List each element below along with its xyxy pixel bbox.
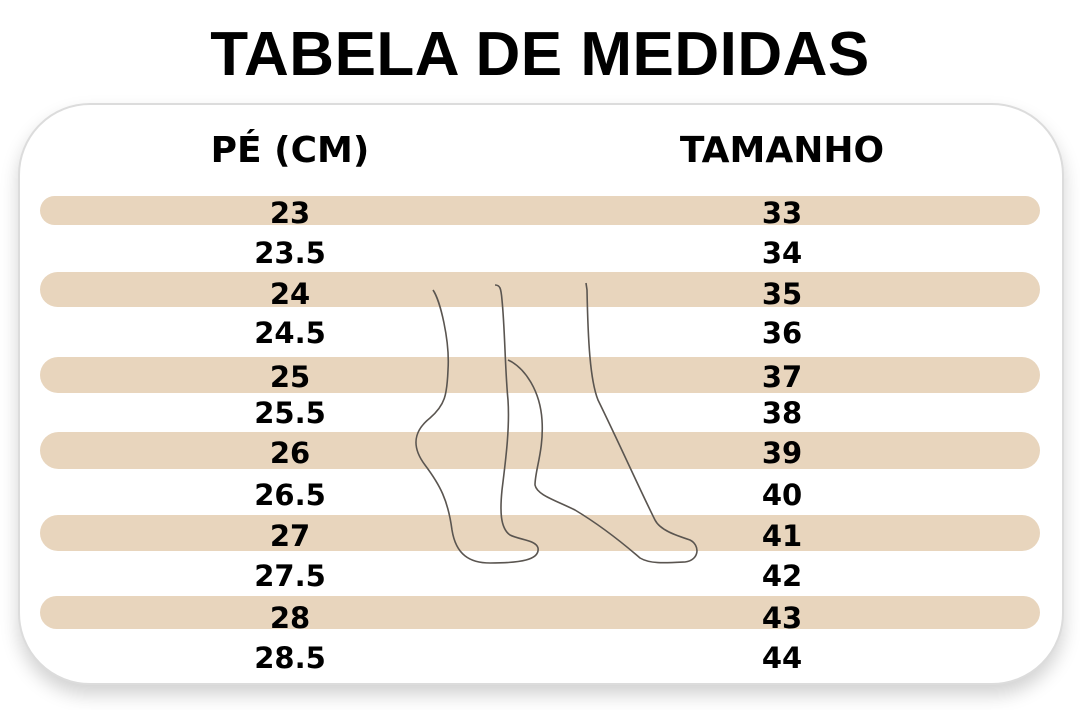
row-band: [40, 596, 1040, 629]
header-size: TAMANHO: [679, 130, 885, 171]
row-band: [40, 272, 1040, 307]
row-band: [40, 357, 1040, 393]
foot-cm-cell: 27: [269, 519, 311, 553]
foot-cm-cell: 23: [269, 196, 311, 230]
foot-cm-cell: 28.5: [254, 641, 326, 675]
foot-cm-cell: 24: [269, 277, 311, 311]
foot-cm-cell: 25.5: [254, 396, 326, 430]
size-cell: 44: [761, 641, 803, 675]
size-cell: 42: [761, 559, 803, 593]
size-cell: 33: [761, 196, 803, 230]
size-cell: 37: [761, 360, 803, 394]
foot-cm-cell: 27.5: [254, 559, 326, 593]
size-cell: 38: [761, 396, 803, 430]
foot-cm-cell: 26: [269, 436, 311, 470]
size-cell: 43: [761, 601, 803, 635]
size-cell: 41: [761, 519, 803, 553]
row-band: [40, 515, 1040, 551]
size-cell: 39: [761, 436, 803, 470]
size-cell: 36: [761, 316, 803, 350]
size-cell: 35: [761, 277, 803, 311]
row-band: [40, 196, 1040, 225]
page-title: TABELA DE MEDIDAS: [210, 20, 870, 89]
foot-cm-cell: 23.5: [254, 236, 326, 270]
header-foot-cm: PÉ (CM): [210, 130, 370, 171]
size-cell: 34: [761, 236, 803, 270]
foot-cm-cell: 25: [269, 360, 311, 394]
foot-cm-cell: 26.5: [254, 478, 326, 512]
foot-cm-cell: 24.5: [254, 316, 326, 350]
foot-cm-cell: 28: [269, 601, 311, 635]
size-cell: 40: [761, 478, 803, 512]
